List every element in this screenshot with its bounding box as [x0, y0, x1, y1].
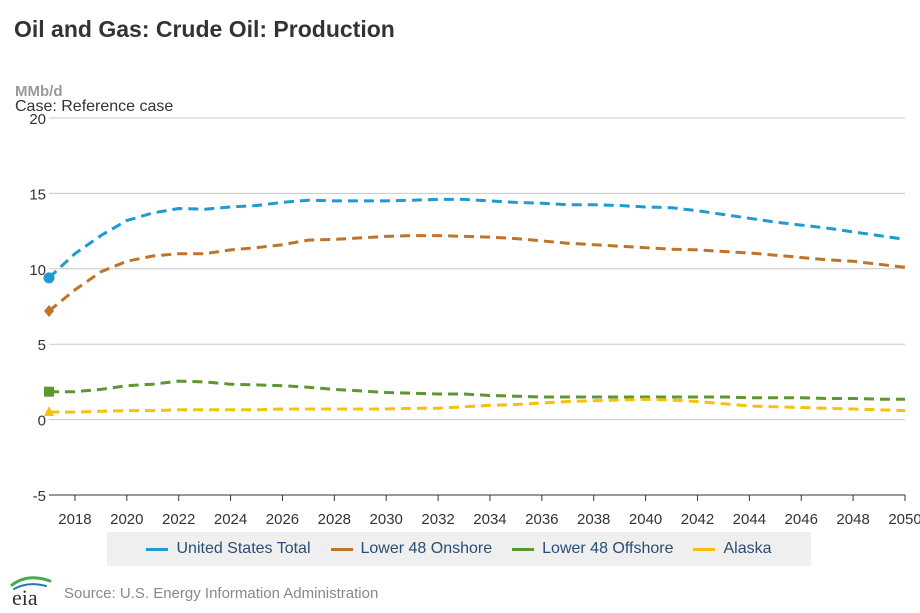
x-tick-label: 2024 [214, 511, 247, 528]
series-marker-lower-48-offshore [44, 386, 54, 397]
legend-item[interactable]: United States Total [146, 540, 311, 558]
series-line-alaska [49, 397, 906, 414]
x-tick-label: 2030 [370, 511, 403, 528]
y-tick-label: 5 [38, 337, 46, 354]
x-tick-label: 2044 [733, 511, 766, 528]
x-tick-label: 2040 [629, 511, 662, 528]
legend-swatch [693, 547, 716, 551]
legend-label: United States Total [176, 540, 311, 557]
eia-logo: eia [10, 576, 52, 609]
y-tick-label: 20 [29, 111, 46, 128]
axes: -5 0 5 10 15 20 2018 2020 2022 2024 2026 2028 2030 20… [29, 111, 920, 528]
y-tick-label: 15 [29, 186, 46, 203]
source-note: Source: U.S. Energy Information Administ… [64, 585, 379, 602]
x-tick-label: 2036 [525, 511, 558, 528]
logo-text: eia [12, 585, 38, 609]
x-tick-label: 2020 [110, 511, 143, 528]
series-line-united-states-total [47, 197, 906, 279]
y-tick-label: 0 [38, 413, 46, 430]
legend-item[interactable]: Lower 48 Offshore [512, 540, 673, 558]
legend-swatch [512, 547, 535, 551]
x-tick-label: 2028 [318, 511, 351, 528]
legend-swatch [146, 547, 169, 551]
x-tick-label: 2018 [58, 511, 91, 528]
series-marker-lower-48-onshore [44, 305, 54, 318]
series-marker-united-states-total [43, 272, 55, 284]
series-line-lower-48-onshore [48, 234, 906, 313]
x-tick-label: 2022 [162, 511, 195, 528]
legend-item[interactable]: Alaska [693, 540, 772, 558]
x-tick-label: 2048 [836, 511, 869, 528]
series-line-lower-48-offshore [49, 379, 905, 401]
chart-legend: United States Total Lower 48 Onshore Lower… [107, 532, 811, 566]
series-lines [43, 197, 906, 417]
x-tick-label: 2038 [577, 511, 610, 528]
x-tick-label: 2050 [888, 511, 920, 528]
y-axis-unit: MMb/d [15, 83, 63, 100]
gridlines [49, 117, 905, 421]
legend-label: Lower 48 Offshore [542, 540, 674, 557]
y-tick-label: 10 [29, 262, 46, 279]
chart-title: Oil and Gas: Crude Oil: Production [14, 16, 395, 42]
legend-label: Lower 48 Onshore [360, 540, 493, 557]
legend-label: Alaska [723, 540, 772, 557]
x-tick-label: 2032 [421, 511, 454, 528]
case-label: Case: Reference case [15, 98, 174, 115]
legend-swatch [330, 547, 353, 551]
legend-item[interactable]: Lower 48 Onshore [330, 540, 493, 558]
x-tick-label: 2046 [785, 511, 818, 528]
x-tick-label: 2026 [266, 511, 299, 528]
x-tick-label: 2034 [473, 511, 506, 528]
y-tick-label: -5 [33, 488, 46, 505]
x-tick-label: 2042 [681, 511, 714, 528]
series-marker-alaska [44, 406, 54, 417]
